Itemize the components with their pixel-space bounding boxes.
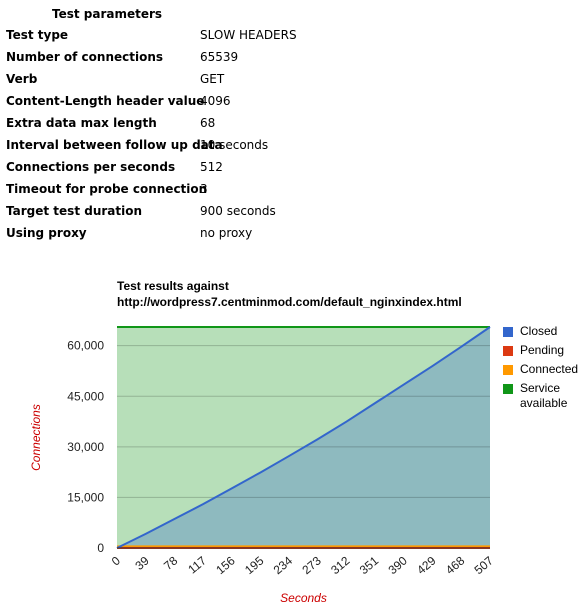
param-value: 512 [200, 160, 223, 174]
chart-subtitle: http://wordpress7.centminmod.com/default… [117, 295, 462, 309]
legend-swatch [503, 346, 513, 356]
param-value: 4096 [200, 94, 231, 108]
param-label: Number of connections [6, 50, 164, 64]
param-value: 3 [200, 182, 208, 196]
x-tick-label: 273 [299, 553, 324, 577]
legend-swatch [503, 327, 513, 337]
legend-swatch [503, 365, 513, 375]
y-tick-label: 30,000 [67, 440, 104, 454]
table-title: Test parameters [52, 7, 163, 21]
param-label: Connections per seconds [6, 160, 176, 174]
param-value: 68 [200, 116, 216, 130]
legend-label: Closed [520, 324, 558, 338]
x-tick-label: 507 [472, 553, 497, 577]
x-tick-label: 195 [242, 553, 267, 577]
param-label: Test type [6, 28, 69, 42]
x-tick-label: 312 [328, 553, 353, 577]
param-value: no proxy [200, 226, 253, 240]
legend-label: Pending [520, 343, 565, 357]
x-tick-label: 156 [213, 553, 238, 577]
x-tick-label: 351 [357, 553, 382, 577]
y-tick-label: 0 [97, 541, 104, 555]
line [116, 326, 491, 549]
chart-title: Test results against [117, 279, 229, 293]
param-value: 10 seconds [200, 138, 269, 152]
y-axis-label: Connections [29, 404, 43, 471]
param-label: Timeout for probe connection [6, 182, 208, 196]
param-value: SLOW HEADERS [200, 28, 297, 42]
param-label: Content-Length header value [6, 94, 205, 108]
param-value: GET [200, 72, 225, 86]
x-tick-label: 117 [185, 553, 209, 576]
y-tick-label: 60,000 [67, 339, 104, 353]
y-tick-label: 45,000 [67, 389, 104, 403]
param-label: Verb [6, 72, 38, 86]
x-axis-label: Seconds [280, 591, 327, 605]
param-label: Using proxy [6, 226, 87, 240]
legend-label: Service available [520, 381, 568, 410]
param-label: Target test duration [6, 204, 143, 218]
x-tick-label: 0 [109, 553, 123, 568]
param-label: Interval between follow up data [6, 138, 223, 152]
param-label: Extra data max length [6, 116, 157, 130]
legend-label: Connected [520, 362, 579, 376]
x-tick-label: 234 [271, 553, 296, 577]
x-tick-label: 39 [132, 553, 151, 573]
x-tick-label: 390 [386, 553, 411, 577]
legend-swatch [503, 384, 513, 394]
x-tick-label: 429 [414, 553, 439, 577]
param-value: 900 seconds [200, 204, 276, 218]
x-tick-label: 468 [443, 553, 468, 577]
param-value: 65539 [200, 50, 239, 64]
area [117, 327, 490, 548]
y-tick-label: 15,000 [67, 490, 104, 504]
area [117, 327, 490, 548]
x-tick-label: 78 [161, 553, 180, 573]
